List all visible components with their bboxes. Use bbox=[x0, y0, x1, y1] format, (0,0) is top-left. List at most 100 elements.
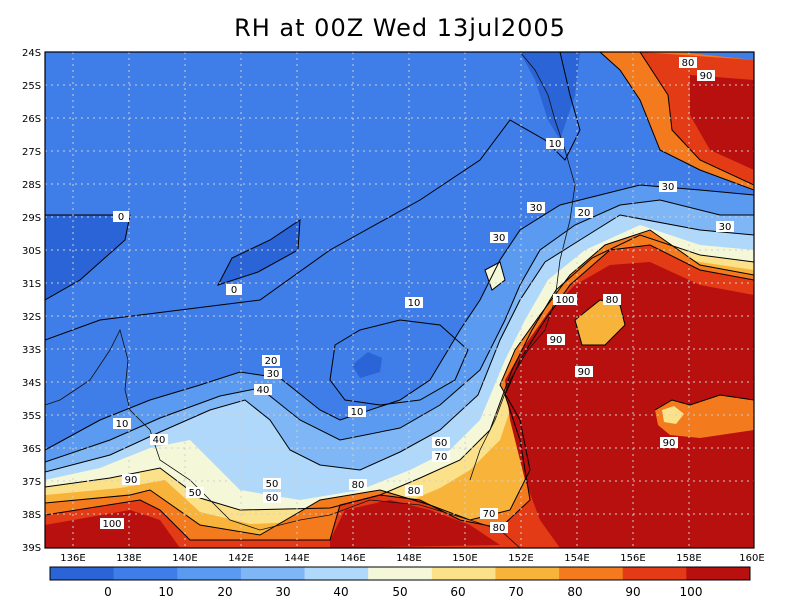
colorbar-tick: 0 bbox=[104, 585, 112, 599]
lon-label: 138E bbox=[116, 553, 141, 564]
lon-label: 140E bbox=[172, 553, 197, 564]
contour-label-text: 40 bbox=[257, 385, 270, 396]
contour-label: 50 bbox=[186, 487, 204, 499]
contour-label: 90 bbox=[660, 437, 678, 449]
lat-labels: 24S 25S 26S 27S 28S 29S 30S 31S 32S 33S … bbox=[22, 48, 41, 554]
contour-label: 10 bbox=[113, 418, 131, 430]
contour-label-text: 30 bbox=[662, 182, 675, 193]
contour-label: 30 bbox=[716, 221, 734, 233]
contour-label-text: 20 bbox=[578, 208, 591, 219]
colorbar-swatch bbox=[431, 567, 496, 580]
contour-label-text: 90 bbox=[550, 335, 563, 346]
colorbar-tick: 70 bbox=[508, 585, 523, 599]
contour-label-text: 80 bbox=[682, 58, 695, 69]
colorbar-frame bbox=[49, 566, 751, 581]
contour-label: 60 bbox=[432, 437, 450, 449]
contour-label-text: 30 bbox=[267, 369, 280, 380]
lat-label: 29S bbox=[22, 213, 41, 224]
lat-label: 32S bbox=[22, 312, 41, 323]
contour-label: 80 bbox=[490, 522, 508, 534]
contour-label-text: 80 bbox=[493, 523, 506, 534]
contour-label-text: 100 bbox=[555, 295, 574, 306]
rh-field bbox=[45, 52, 754, 548]
contour-label: 10 bbox=[405, 297, 423, 309]
contour-label: 80 bbox=[349, 479, 367, 491]
contour-label-text: 40 bbox=[153, 435, 166, 446]
colorbar-tick: 100 bbox=[680, 585, 703, 599]
contour-label: 30 bbox=[264, 368, 282, 380]
lat-label: 38S bbox=[22, 510, 41, 521]
contour-label: 30 bbox=[490, 232, 508, 244]
contour-label-text: 90 bbox=[125, 475, 138, 486]
contour-label: 10 bbox=[546, 138, 564, 150]
contour-label: 80 bbox=[405, 485, 423, 497]
lat-label: 31S bbox=[22, 279, 41, 290]
lon-labels: 136E 138E 140E 142E 144E 146E 148E 150E … bbox=[60, 553, 764, 564]
contour-label: 0 bbox=[226, 284, 242, 296]
lon-label: 158E bbox=[676, 553, 701, 564]
contour-label: 40 bbox=[254, 384, 272, 396]
contour-label-text: 30 bbox=[719, 222, 732, 233]
lon-label: 150E bbox=[452, 553, 477, 564]
lat-label: 27S bbox=[22, 147, 41, 158]
contour-label-text: 70 bbox=[483, 509, 496, 520]
contour-label-text: 90 bbox=[578, 367, 591, 378]
contour-label-text: 20 bbox=[265, 356, 278, 367]
contour-label: 100 bbox=[553, 294, 577, 306]
lon-label: 142E bbox=[228, 553, 253, 564]
lat-label: 34S bbox=[22, 378, 41, 389]
colorbar-tick: 60 bbox=[450, 585, 465, 599]
lat-label: 35S bbox=[22, 411, 41, 422]
contour-label-text: 70 bbox=[435, 452, 448, 463]
lon-label: 154E bbox=[564, 553, 589, 564]
lat-label: 30S bbox=[22, 246, 41, 257]
lon-label: 152E bbox=[508, 553, 533, 564]
contour-label: 100 bbox=[100, 518, 124, 530]
contour-label: 80 bbox=[603, 294, 621, 306]
colorbar-swatch bbox=[622, 567, 687, 580]
lat-label: 28S bbox=[22, 180, 41, 191]
colorbar-swatch bbox=[686, 567, 751, 580]
lat-label: 39S bbox=[22, 543, 41, 554]
contour-label: 70 bbox=[480, 508, 498, 520]
contour-label: 70 bbox=[432, 451, 450, 463]
contour-label-text: 100 bbox=[102, 519, 121, 530]
contour-labels: 0 0 10 10 10 10 20 20 30 30 30 30 30 40 … bbox=[100, 57, 734, 534]
contour-label: 90 bbox=[122, 474, 140, 486]
contour-label-text: 80 bbox=[606, 295, 619, 306]
lat-label: 26S bbox=[22, 114, 41, 125]
lon-label: 136E bbox=[60, 553, 85, 564]
contour-label-text: 90 bbox=[663, 438, 676, 449]
contour-label-text: 10 bbox=[549, 139, 562, 150]
colorbar-swatch bbox=[113, 567, 178, 580]
contour-label-text: 10 bbox=[116, 419, 129, 430]
lon-label: 156E bbox=[620, 553, 645, 564]
lon-label: 148E bbox=[396, 553, 421, 564]
map-title: RH at 00Z Wed 13jul2005 bbox=[234, 14, 566, 42]
contour-label-text: 60 bbox=[435, 438, 448, 449]
colorbar-swatch bbox=[368, 567, 433, 580]
colorbar-swatch bbox=[240, 567, 306, 580]
colorbar-tick: 10 bbox=[158, 585, 173, 599]
colorbar-tick: 50 bbox=[392, 585, 407, 599]
lon-label: 144E bbox=[284, 553, 309, 564]
colorbar-swatch bbox=[177, 567, 242, 580]
contour-label: 90 bbox=[697, 70, 715, 82]
colorbar-tick: 90 bbox=[625, 585, 640, 599]
contour-label: 0 bbox=[113, 211, 129, 223]
lon-label: 160E bbox=[739, 553, 764, 564]
colorbar-swatch bbox=[495, 567, 560, 580]
contour-label: 90 bbox=[575, 366, 593, 378]
colorbar-tick: 40 bbox=[333, 585, 348, 599]
contour-label-text: 80 bbox=[352, 480, 365, 491]
colorbar-tick: 80 bbox=[567, 585, 582, 599]
colorbar-swatch bbox=[50, 567, 115, 580]
lat-label: 37S bbox=[22, 477, 41, 488]
colorbar-tick: 20 bbox=[217, 585, 232, 599]
contour-label-text: 10 bbox=[351, 407, 364, 418]
contour-label-text: 50 bbox=[266, 479, 279, 490]
contour-label-text: 80 bbox=[408, 486, 421, 497]
contour-label-text: 10 bbox=[408, 298, 421, 309]
contour-label: 30 bbox=[527, 202, 545, 214]
